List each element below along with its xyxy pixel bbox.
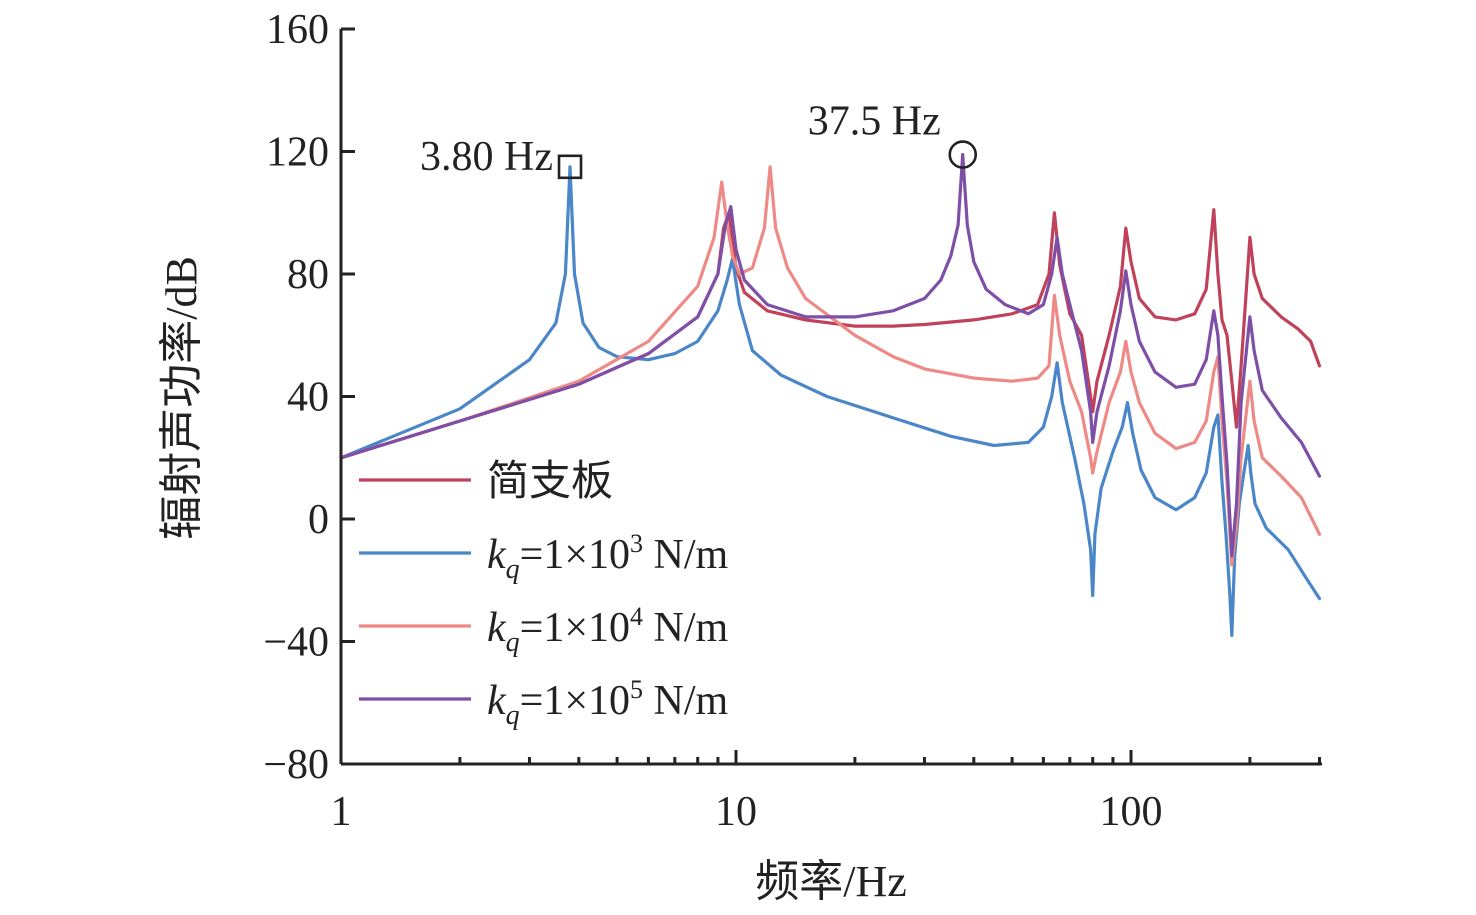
y-tick-label: 40 [287, 375, 329, 421]
annotations: 3.80 Hz 37.5 Hz [420, 99, 978, 180]
x-tick-label: 1 [331, 789, 352, 835]
annotation-marker-square [557, 154, 583, 180]
legend-entry-2: kq=1×103 N/m [487, 529, 729, 585]
x-tick-label: 100 [1100, 789, 1163, 835]
y-tick-label: 120 [266, 130, 329, 176]
annotation-label-1: 3.80 Hz [420, 134, 553, 180]
legend-entry-1: 简支板 [487, 459, 613, 505]
annotation-label-2: 37.5 Hz [808, 99, 941, 145]
x-tick-label: 10 [715, 789, 757, 835]
series-line-1 [339, 208, 1322, 460]
annotation-marker-circle [948, 140, 978, 169]
series-line-3 [339, 165, 1322, 567]
y-axis-label: 辐射声功率/dB [157, 256, 206, 540]
series-layer [339, 153, 1322, 638]
y-tick-label: 0 [308, 497, 329, 543]
legend: 简支板 kq=1×103 N/m kq=1×104 N/m kq=1×105 N/m [359, 459, 729, 731]
y-tick-label: −40 [263, 620, 329, 666]
y-tick-label: 80 [287, 252, 329, 298]
ticks-layer: −80 −40 0 40 80 120 160 1 10 100 [263, 7, 1321, 835]
legend-entry-4: kq=1×105 N/m [487, 675, 729, 731]
series-line-4 [339, 153, 1322, 558]
y-tick-label: −80 [263, 742, 329, 788]
y-tick-label: 160 [266, 7, 329, 53]
x-axis-label: 频率/Hz [755, 857, 907, 906]
legend-entry-3: kq=1×104 N/m [487, 602, 729, 658]
